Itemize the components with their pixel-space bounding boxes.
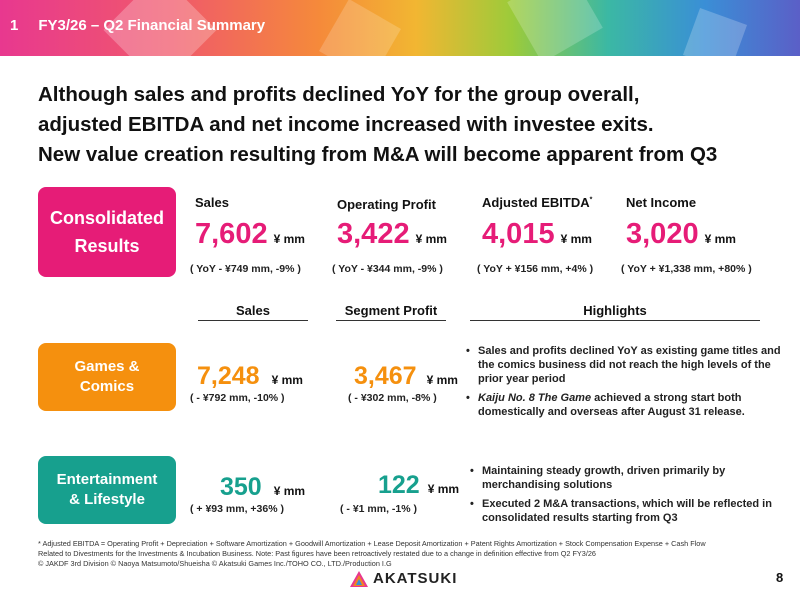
games-profit-yoy: ( - ¥302 mm, -8% ) (348, 392, 437, 404)
operating-profit-value: 3,422 ¥ mm (337, 218, 447, 251)
column-header-highlights: Highlights (470, 303, 760, 321)
entertainment-profit-yoy: ( - ¥1 mm, -1% ) (340, 503, 418, 515)
headline: Although sales and profits declined YoY … (38, 80, 788, 170)
entertainment-highlight-1: Maintaining steady growth, driven primar… (470, 464, 790, 492)
consolidated-label-line-1: Consolidated (49, 208, 164, 228)
footnote-line-2: Related to Divestments for the Investmen… (38, 549, 596, 558)
footnote-mark: * (589, 196, 593, 204)
logo-text: AKATSUKI (373, 570, 458, 587)
adjusted-ebitda-number: 4,015 (482, 218, 555, 250)
operating-profit-yoy: ( YoY - ¥344 mm, -9% ) (332, 263, 443, 275)
footnote-line-1: * Adjusted EBITDA = Operating Profit + D… (38, 539, 706, 548)
akatsuki-logo: AKATSUKI (350, 570, 457, 587)
entertainment-label-line-2: & Lifestyle (69, 491, 145, 508)
net-income-yoy: ( YoY + ¥1,338 mm, +80% ) (621, 263, 752, 275)
column-header-segment-profit: Segment Profit (336, 303, 446, 321)
net-income-value: 3,020 ¥ mm (626, 218, 736, 251)
operating-profit-label: Operating Profit (337, 197, 436, 212)
adjusted-ebitda-label-text: Adjusted EBITDA (482, 195, 590, 210)
sales-yoy: ( YoY - ¥749 mm, -9% ) (190, 263, 301, 275)
akatsuki-logo-icon (350, 570, 368, 587)
net-income-number: 3,020 (626, 218, 699, 250)
entertainment-sales-number: 350 (220, 473, 262, 501)
net-income-unit: ¥ mm (704, 232, 736, 246)
games-highlight-1: Sales and profits declined YoY as existi… (466, 344, 786, 386)
copyright-line: © JAKDF 3rd Division © Naoya Matsumoto/S… (38, 559, 392, 568)
games-sales-number: 7,248 (197, 362, 260, 390)
games-comics-box: Games & Comics (38, 343, 176, 411)
entertainment-profit-unit: ¥ mm (427, 482, 460, 496)
games-profit-number: 3,467 (354, 362, 417, 390)
games-highlight-2: Kaiju No. 8 The Game achieved a strong s… (466, 391, 786, 419)
slide-title-text: FY3/26 – Q2 Financial Summary (38, 17, 266, 34)
sales-label: Sales (195, 195, 229, 210)
games-sales-unit: ¥ mm (271, 373, 303, 387)
adjusted-ebitda-label: Adjusted EBITDA* (482, 195, 592, 210)
column-header-sales: Sales (198, 303, 308, 321)
adjusted-ebitda-value: 4,015 ¥ mm (482, 218, 592, 251)
consolidated-results-box: Consolidated Results (38, 187, 176, 277)
headline-line-3: New value creation resulting from M&A wi… (38, 143, 718, 166)
sales-unit: ¥ mm (273, 232, 305, 246)
games-sales-value: 7,248 ¥ mm (197, 362, 303, 391)
entertainment-sales-unit: ¥ mm (273, 484, 306, 498)
adjusted-ebitda-unit: ¥ mm (560, 232, 592, 246)
footnote: * Adjusted EBITDA = Operating Profit + D… (38, 539, 778, 569)
games-highlight-2-text: achieved a strong start both domesticall… (478, 392, 745, 418)
game-title: Kaiju No. 8 The Game (478, 392, 592, 404)
operating-profit-unit: ¥ mm (415, 232, 447, 246)
headline-line-1: Although sales and profits declined YoY … (38, 83, 640, 106)
header-banner: 1 FY3/26 – Q2 Financial Summary (0, 0, 800, 56)
entertainment-profit-number: 122 (378, 471, 420, 499)
sales-value: 7,602 ¥ mm (195, 218, 305, 251)
games-comics-label-line-2: Comics (79, 378, 135, 395)
net-income-label: Net Income (626, 195, 697, 210)
entertainment-profit-value: 122 ¥ mm (378, 471, 459, 500)
sales-number: 7,602 (195, 218, 268, 250)
entertainment-sales-value: 350 ¥ mm (220, 473, 305, 502)
entertainment-label-line-1: Entertainment (56, 471, 158, 488)
operating-profit-number: 3,422 (337, 218, 410, 250)
games-sales-yoy: ( - ¥792 mm, -10% ) (190, 392, 285, 404)
games-highlights: Sales and profits declined YoY as existi… (466, 344, 786, 424)
entertainment-highlight-2: Executed 2 M&A transactions, which will … (470, 497, 790, 525)
adjusted-ebitda-yoy: ( YoY + ¥156 mm, +4% ) (477, 263, 594, 275)
games-profit-value: 3,467 ¥ mm (354, 362, 458, 391)
slide-title: 1 FY3/26 – Q2 Financial Summary (10, 17, 265, 34)
slide-number: 1 (10, 17, 19, 34)
headline-line-2: adjusted EBITDA and net income increased… (38, 113, 654, 136)
page-number: 8 (776, 570, 784, 585)
entertainment-lifestyle-box: Entertainment & Lifestyle (38, 456, 176, 524)
games-profit-unit: ¥ mm (426, 373, 458, 387)
games-comics-label-line-1: Games & (74, 358, 140, 375)
consolidated-label-line-2: Results (74, 236, 140, 256)
entertainment-sales-yoy: ( + ¥93 mm, +36% ) (190, 503, 284, 515)
entertainment-highlights: Maintaining steady growth, driven primar… (470, 464, 790, 530)
